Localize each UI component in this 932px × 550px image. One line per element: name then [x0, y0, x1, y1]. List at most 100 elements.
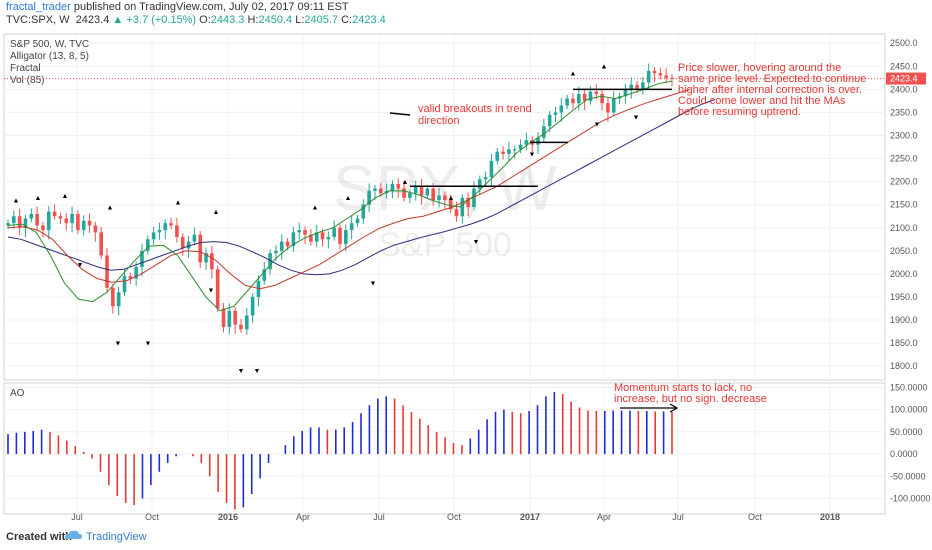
candle-body	[332, 227, 336, 237]
candle-body	[588, 91, 593, 101]
fractal-up-marker: ▲	[448, 195, 455, 202]
footer: Created with TradingView	[0, 522, 932, 550]
price-pane-frame	[3, 33, 886, 381]
time-axis-tick: Oct	[447, 512, 462, 522]
candle-body	[64, 218, 69, 224]
candle-body	[52, 211, 57, 217]
price-axis-tick: 2500.0	[890, 38, 918, 48]
chart-annotation: valid breakouts in trend	[418, 103, 532, 115]
close-label: C:	[341, 14, 353, 26]
ao-axis-tick: 100.0000	[890, 405, 928, 415]
fractal-down-marker: ▼	[208, 287, 215, 294]
chart-annotation: direction	[418, 115, 460, 127]
pane-legend: Vol (85)	[10, 75, 44, 86]
high-label: H:	[247, 14, 259, 26]
candle-body	[105, 255, 109, 288]
candle-body	[87, 220, 92, 226]
author-link[interactable]: fractal_trader	[6, 1, 71, 13]
pane-legend: Alligator (13, 8, 5)	[10, 51, 89, 62]
ao-axis-tick: 50.0000	[890, 427, 923, 437]
last-price-tag	[886, 72, 926, 85]
time-axis-tick: Oct	[748, 512, 763, 522]
candle-body	[664, 75, 668, 78]
candle-body	[262, 269, 267, 281]
candle-body	[437, 195, 441, 201]
candle-body	[192, 234, 197, 242]
publish-line: fractal_trader published on TradingView.…	[6, 1, 349, 13]
fractal-up-marker: ▲	[312, 204, 319, 211]
candle-body	[559, 105, 564, 113]
chart-area[interactable]: 2500.0 2450.0 2400.0 2350.0 2300.0 2250.0 2200…	[0, 30, 932, 522]
candle-body	[320, 232, 325, 240]
chart-annotation: before resuming uptrend.	[678, 106, 801, 118]
candle-body	[233, 310, 237, 325]
close-value: 2423.4	[352, 14, 386, 26]
chart-annotation: higher after internal correction is over…	[678, 84, 862, 96]
last-price-label: 2423.4	[890, 74, 918, 84]
candle-body	[145, 239, 150, 251]
open-label: O:	[199, 14, 211, 26]
pane-legend: S&P 500, W, TVC	[10, 39, 89, 50]
watermark-name: S&P 500	[378, 226, 512, 264]
change-text: +3.7 (+0.15%)	[126, 14, 197, 26]
candle-body	[553, 112, 558, 115]
candle-body	[641, 82, 645, 90]
candle-body	[606, 103, 610, 113]
candle-body	[215, 269, 220, 309]
candle-body	[524, 140, 529, 145]
tradingview-link[interactable]: TradingView	[86, 531, 147, 543]
candle-body	[128, 276, 133, 279]
candle-body	[402, 188, 406, 198]
candle-body	[565, 98, 569, 106]
fractal-up-marker: ▲	[345, 195, 352, 202]
candle-body	[268, 253, 272, 270]
ohlc-line: TVC:SPX, W 2423.4 ▲ +3.7 (+0.15%) O:2443…	[6, 14, 386, 26]
candle-body	[210, 253, 214, 270]
created-with-text: Created with	[6, 531, 73, 543]
ao-axis-tick: -50.0000	[890, 471, 926, 481]
up-arrow-icon: ▲	[112, 14, 124, 26]
time-axis-tick: Oct	[145, 512, 160, 522]
candle-body	[425, 188, 430, 196]
candle-body	[419, 186, 424, 196]
candle-body	[582, 93, 587, 101]
candle-body	[46, 211, 51, 231]
ao-annotation: increase, but no sign. decrease	[614, 393, 767, 405]
alligator-jaw-line	[7, 99, 716, 276]
candle-body	[6, 223, 10, 226]
candle-body	[594, 91, 599, 94]
change-value: ▲ +3.7 (+0.15%)	[112, 14, 196, 26]
open-value: 2443.3	[210, 14, 245, 26]
candle-body	[227, 310, 232, 327]
candle-body	[93, 225, 98, 233]
candle-body	[577, 93, 581, 104]
candle-body	[314, 232, 319, 242]
candle-body	[239, 324, 243, 330]
price-axis-tick: 1950.0	[890, 292, 918, 302]
alligator-teeth-line	[7, 88, 691, 290]
candle-body	[629, 84, 634, 90]
candle-body	[431, 188, 435, 201]
fractal-up-marker: ▲	[62, 193, 69, 200]
price-axis-tick: 2150.0	[890, 200, 918, 210]
fractal-up-marker: ▲	[402, 179, 409, 186]
candle-body	[250, 296, 255, 316]
candle-body	[12, 216, 16, 224]
fractal-up-marker: ▲	[35, 195, 42, 202]
time-axis-tick: 2016	[218, 512, 238, 522]
candle-body	[221, 308, 226, 327]
price-axis-tick: 2200.0	[890, 177, 918, 187]
candle-body	[489, 160, 494, 178]
candle-body	[326, 236, 331, 240]
price-axis-tick: 2250.0	[890, 154, 918, 164]
candle-body	[658, 73, 663, 76]
candle-body	[175, 225, 179, 237]
candle-body	[367, 190, 371, 205]
price-axis-tick: 1850.0	[890, 338, 918, 348]
candle-body	[245, 315, 249, 330]
candle-body	[169, 223, 173, 226]
candle-body	[477, 179, 482, 189]
published-text: published on TradingView.com, July 02, 2…	[73, 1, 349, 13]
candle-body	[542, 126, 546, 138]
fractal-down-marker: ▼	[633, 114, 640, 121]
